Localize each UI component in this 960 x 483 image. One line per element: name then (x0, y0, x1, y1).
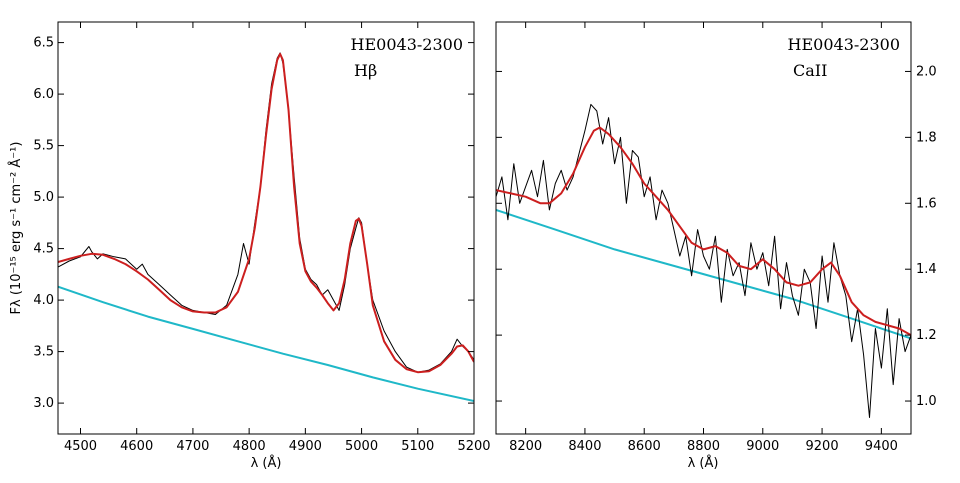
left-x-axis-label: λ (Å) (251, 455, 282, 471)
right-x-tick-label: 9400 (865, 439, 898, 454)
left-y-tick-label: 6.0 (33, 87, 54, 102)
left-x-tick-label: 5000 (345, 439, 378, 454)
left-y-tick-label: 3.5 (33, 345, 54, 360)
left-plot-series (58, 52, 474, 402)
right-plot-series (496, 103, 911, 418)
right-x-tick-label: 9000 (746, 439, 779, 454)
left-panel: 4500 4600 4700 4800 4900 5000 5100 5200 3.0 3.5 4.… (8, 21, 491, 471)
left-annotation-line: Hβ (354, 61, 377, 80)
right-continuum-line (496, 208, 911, 340)
right-plot-ticks: 8200 8400 8600 8800 9000 9200 9400 1.0 1.2 1.4 1.6… (496, 22, 937, 454)
right-observed-spectrum-line (496, 103, 911, 418)
left-model-fit-line (58, 52, 474, 374)
right-plot-frame (495, 21, 912, 435)
left-x-tick-label: 5200 (457, 439, 490, 454)
left-y-tick-label: 4.0 (33, 293, 54, 308)
left-x-tick-label: 4700 (176, 439, 209, 454)
left-x-tick-label: 4600 (120, 439, 153, 454)
right-y-tick-label: 1.2 (916, 328, 937, 343)
left-x-tick-label: 4500 (64, 439, 97, 454)
right-y-tick-label: 1.0 (916, 394, 937, 409)
left-x-tick-label: 4800 (233, 439, 266, 454)
left-annotation-object: HE0043-2300 (351, 35, 463, 54)
y-axis-label: Fλ (10⁻¹⁵ erg s⁻¹ cm⁻² Å⁻¹) (8, 142, 24, 315)
right-annotation-object: HE0043-2300 (788, 35, 900, 54)
left-observed-spectrum-line (58, 52, 474, 373)
right-x-tick-label: 8800 (687, 439, 720, 454)
right-x-tick-label: 8200 (509, 439, 542, 454)
right-y-tick-label: 1.4 (916, 262, 937, 277)
right-y-tick-label: 1.8 (916, 130, 937, 145)
left-y-tick-label: 3.0 (33, 396, 54, 411)
right-y-tick-label: 1.6 (916, 196, 937, 211)
left-x-tick-label: 4900 (289, 439, 322, 454)
right-x-tick-label: 8600 (628, 439, 661, 454)
right-x-axis-label: λ (Å) (688, 455, 719, 471)
left-continuum-line (58, 285, 474, 402)
right-panel: 8200 8400 8600 8800 9000 9200 9400 1.0 1.2 1.4 1.6… (495, 21, 937, 471)
left-plot-ticks: 4500 4600 4700 4800 4900 5000 5100 5200 3.0 3.5 4.… (33, 22, 491, 454)
left-y-tick-label: 5.0 (33, 190, 54, 205)
left-y-tick-label: 5.5 (33, 139, 54, 154)
right-y-tick-label: 2.0 (916, 64, 937, 79)
left-plot-frame (57, 21, 475, 435)
left-y-tick-label: 4.5 (33, 242, 54, 257)
left-x-tick-label: 5100 (401, 439, 434, 454)
right-x-tick-label: 9200 (806, 439, 839, 454)
left-y-tick-label: 6.5 (33, 36, 54, 51)
right-model-fit-line (496, 126, 911, 336)
right-x-tick-label: 8400 (568, 439, 601, 454)
right-annotation-line: CaII (793, 61, 827, 80)
